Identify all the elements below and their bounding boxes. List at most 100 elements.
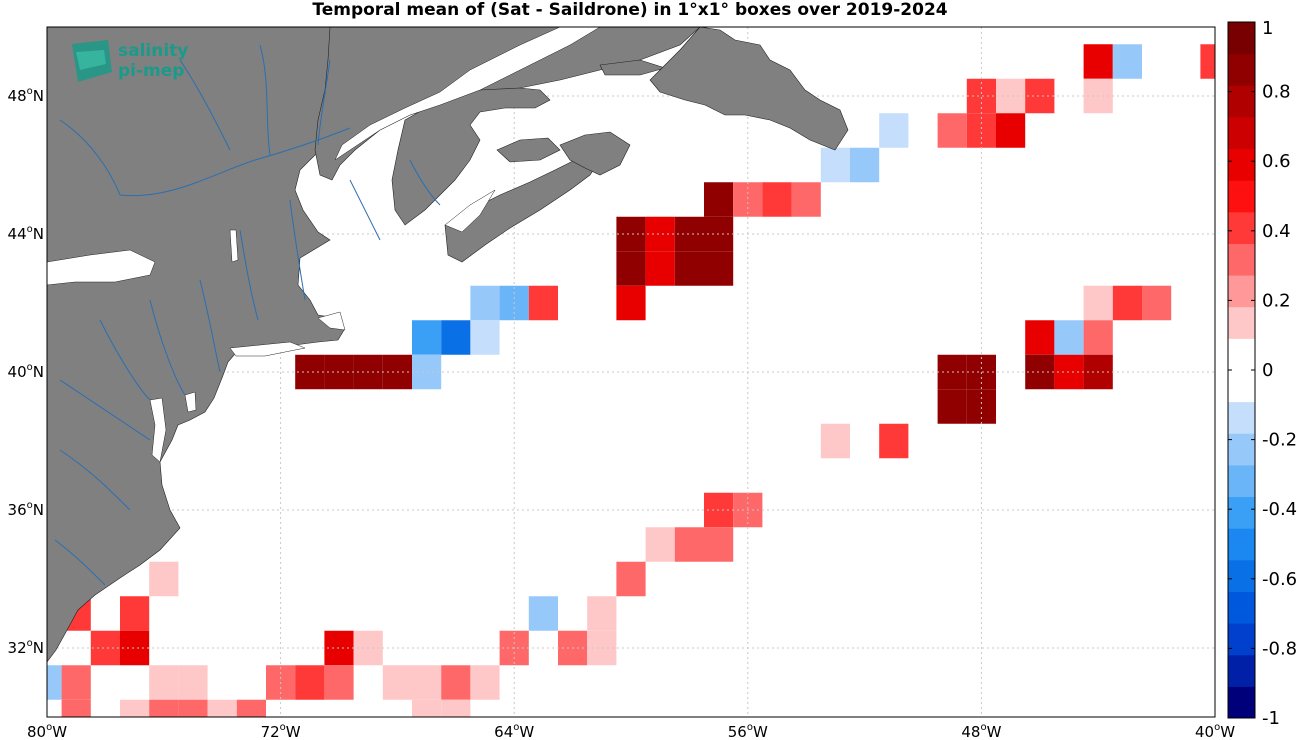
lake-layer xyxy=(47,27,601,463)
data-cell xyxy=(616,216,646,252)
colorbar-segment xyxy=(1228,496,1255,529)
prince-edward-island xyxy=(496,137,561,163)
data-cell xyxy=(850,147,880,183)
colorbar-segment xyxy=(1228,306,1255,339)
data-cell xyxy=(762,182,792,217)
data-cell xyxy=(1200,44,1215,79)
lake-ontario xyxy=(47,249,156,286)
data-cell xyxy=(1142,285,1172,321)
data-cell xyxy=(820,147,850,183)
colorbar-segment xyxy=(1228,85,1255,118)
data-cell xyxy=(324,665,354,700)
latitude-tick-label: 32oN xyxy=(8,638,44,657)
anticosti-island xyxy=(599,59,667,76)
data-cell xyxy=(441,699,471,717)
logo-line-2: pi-mep xyxy=(118,61,184,81)
chesapeake-bay xyxy=(149,397,167,463)
data-cell xyxy=(382,665,412,700)
data-cell xyxy=(674,251,704,286)
longitude-tick-label: 40oW xyxy=(1195,722,1235,740)
data-cell xyxy=(674,527,704,562)
map-title: Temporal mean of (Sat - Saildrone) in 1°… xyxy=(312,0,947,20)
cape-cod-bay xyxy=(317,311,346,331)
colorbar-segment xyxy=(1228,654,1255,687)
longitude-tick-label: 56oW xyxy=(728,722,768,740)
data-cell xyxy=(120,596,150,631)
colorbar-ticks: 1 0.8 0.6 0.4 0.2 0 -0.2 -0.4 -0.6 -0.8 -1 xyxy=(1228,18,1297,729)
data-cell xyxy=(937,389,967,424)
colorbar-segment xyxy=(1228,53,1255,86)
data-cell xyxy=(441,665,471,700)
data-cell xyxy=(470,665,500,700)
data-cell xyxy=(236,699,266,717)
data-cell xyxy=(412,665,442,700)
colorbar-segment xyxy=(1228,401,1255,434)
data-cell xyxy=(528,285,558,321)
longitude-tick-label: 72oW xyxy=(261,722,301,740)
data-cell xyxy=(1112,285,1142,321)
colorbar-tick-label: -0.6 xyxy=(1262,569,1297,590)
land-layer xyxy=(47,27,849,663)
data-cell xyxy=(791,182,821,217)
data-cell xyxy=(674,216,704,252)
latitude-tick-label: 36oN xyxy=(8,500,44,519)
data-cell xyxy=(528,596,558,631)
data-cell xyxy=(178,665,208,700)
colorbar-tick-label: 0.6 xyxy=(1262,151,1291,172)
data-cell xyxy=(207,699,237,717)
logo-line-1: salinity xyxy=(118,41,188,61)
data-cell xyxy=(937,113,967,148)
data-cell xyxy=(1112,44,1142,79)
data-cell xyxy=(996,78,1026,114)
colorbar-segment xyxy=(1228,464,1255,498)
data-cell xyxy=(412,320,442,355)
data-cell xyxy=(178,699,208,717)
data-cell xyxy=(120,630,150,666)
colorbar-tick-label: -0.2 xyxy=(1262,430,1297,451)
data-cell xyxy=(412,354,442,390)
data-cell xyxy=(996,113,1026,148)
data-cell xyxy=(61,699,91,717)
gaspe-new-brunswick xyxy=(391,87,551,226)
colorbar-segment xyxy=(1228,338,1255,371)
colorbar-segment xyxy=(1228,148,1255,181)
data-cell xyxy=(1054,320,1084,355)
data-cell xyxy=(616,285,646,321)
colorbar-tick-label: 1 xyxy=(1262,18,1273,39)
data-cell xyxy=(1083,285,1113,321)
data-cell xyxy=(645,216,675,252)
bay-of-fundy xyxy=(444,189,496,233)
colorbar-segment xyxy=(1228,275,1255,308)
newfoundland xyxy=(649,27,849,151)
map-frame xyxy=(46,26,1216,718)
data-cell xyxy=(879,113,909,148)
data-cell xyxy=(470,320,500,355)
data-cell xyxy=(470,285,500,321)
data-cell xyxy=(441,320,471,355)
data-cell xyxy=(616,251,646,286)
data-cell xyxy=(149,561,179,597)
latitude-tick-label: 40oN xyxy=(8,362,44,381)
latitude-tick-label: 44oN xyxy=(8,224,44,243)
data-cell xyxy=(149,665,179,700)
latitude-tick-label: 48oN xyxy=(8,86,44,105)
colorbar-segment xyxy=(1228,370,1255,403)
longitude-tick-label: 80oW xyxy=(27,722,67,740)
data-cell xyxy=(412,699,442,717)
data-cell xyxy=(820,423,850,459)
data-cell xyxy=(90,630,120,666)
colorbar-segment xyxy=(1228,528,1255,561)
colorbar-segment xyxy=(1228,686,1255,719)
colorbar-tick-label: 0.2 xyxy=(1262,290,1291,311)
long-island-sound xyxy=(229,341,306,357)
colorbar-tick-label: 0.8 xyxy=(1262,82,1291,103)
river-layer xyxy=(54,44,441,586)
colorbar-segment xyxy=(1228,211,1255,244)
colorbar-segment xyxy=(1228,591,1255,624)
colorbar xyxy=(1227,21,1256,719)
colorbar-segment xyxy=(1228,433,1255,466)
colorbar-segment xyxy=(1228,559,1255,592)
colorbar-tick-label: -1 xyxy=(1262,708,1280,729)
data-cell xyxy=(704,527,734,562)
